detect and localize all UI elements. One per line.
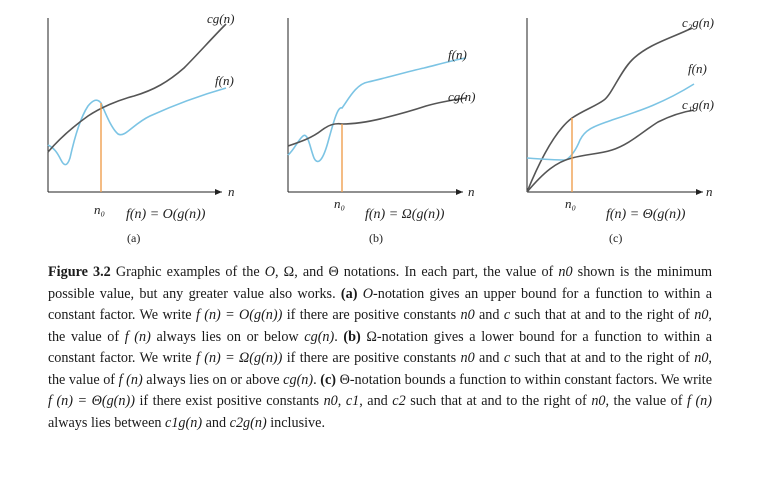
panel-c-f-label: f(n) bbox=[688, 61, 707, 76]
caption-text: -notation gives an upper bound for a fun… bbox=[48, 285, 712, 324]
caption-text: Graphic examples of the bbox=[110, 264, 265, 280]
caption-text: shown is the minimum possible value, but… bbox=[48, 264, 713, 302]
panel-c-f-curve bbox=[526, 83, 695, 161]
panel-b-f-label: f(n) bbox=[448, 47, 467, 62]
panel-a-f-label: f(n) bbox=[215, 73, 234, 88]
panel-c-c1g-label: c₁g(n) bbox=[682, 97, 714, 112]
caption-fn: f (n) bbox=[124, 328, 151, 345]
caption-c: c bbox=[503, 307, 511, 323]
asymptotic-notation-figure: cg(n) f(n) n n₀ f(n) = O(g(n)) (a) f(n) … bbox=[47, 11, 714, 245]
caption-text: if there are positive constants bbox=[282, 350, 461, 366]
caption-text: , the value of bbox=[48, 350, 712, 388]
caption-text: and bbox=[474, 350, 504, 366]
panel-a-n-label: n bbox=[228, 184, 235, 199]
caption-n0: n0 bbox=[694, 307, 709, 323]
panel-c-equation: f(n) = Θ(g(n)) bbox=[606, 207, 686, 222]
panel-b-n0-label: n₀ bbox=[334, 196, 345, 211]
panel-a-tag: (a) bbox=[127, 231, 140, 245]
caption-text: , and bbox=[359, 393, 393, 409]
panel-b: f(n) cg(n) n n₀ f(n) = Ω(g(n)) (b) bbox=[287, 18, 475, 245]
caption-text: . bbox=[334, 328, 344, 345]
panel-c-c2g-label: c₂g(n) bbox=[682, 15, 714, 30]
caption-n0: n0 bbox=[460, 307, 475, 323]
panel-b-tag: (b) bbox=[369, 231, 383, 245]
caption-c: c bbox=[503, 350, 511, 366]
caption-text: such that at and to the right of bbox=[405, 393, 592, 409]
caption-text: always lies on or above bbox=[142, 371, 284, 388]
caption-text: such that at and to the right of bbox=[510, 350, 695, 366]
caption-n0: n0 bbox=[558, 264, 573, 280]
caption-text: , the value of bbox=[605, 393, 687, 409]
caption-text: Ω-notation gives a lower bound for a fun… bbox=[48, 328, 713, 367]
caption-part-b-tag: (b) bbox=[343, 328, 361, 345]
caption-n0: n0 bbox=[323, 393, 338, 409]
caption-n0: n0 bbox=[460, 350, 475, 366]
panel-a-cg-label: cg(n) bbox=[207, 11, 234, 26]
figure-caption: Figure 3.2 Graphic examples of the O, Ω,… bbox=[48, 262, 712, 434]
caption-text: Θ-notation bounds a function to within c… bbox=[336, 371, 713, 388]
caption-c1: c1 bbox=[345, 393, 360, 409]
figure-number: Figure 3.2 bbox=[48, 264, 111, 280]
caption-text: always lies on or below bbox=[150, 328, 305, 345]
caption-n0: n0 bbox=[591, 393, 606, 409]
caption-omega: Ω bbox=[283, 264, 295, 280]
caption-c2g: c2g(n) bbox=[229, 414, 267, 431]
caption-fn: f (n) bbox=[118, 371, 143, 388]
panel-c-x-arrowhead bbox=[696, 189, 703, 195]
panel-b-f-curve bbox=[287, 57, 467, 163]
panel-a-equation: f(n) = O(g(n)) bbox=[126, 207, 206, 222]
caption-text: , bbox=[337, 393, 346, 409]
caption-fn: f (n) bbox=[686, 393, 712, 409]
panel-c-c1g-curve bbox=[526, 109, 695, 193]
caption-paragraph: Figure 3.2 Graphic examples of the O, Ω,… bbox=[48, 262, 712, 434]
caption-part-c-tag: (c) bbox=[320, 371, 336, 388]
panel-b-equation: f(n) = Ω(g(n)) bbox=[365, 207, 445, 222]
panel-c-c2g-curve bbox=[526, 27, 693, 193]
caption-text: such that at and to the right of bbox=[510, 307, 695, 323]
caption-text: , and bbox=[294, 264, 329, 280]
caption-c2: c2 bbox=[392, 393, 406, 409]
caption-text: , the value of bbox=[48, 307, 712, 345]
panel-a-x-arrowhead bbox=[215, 189, 222, 195]
caption-theta: Θ bbox=[328, 264, 339, 280]
caption-text: if there exist positive constants bbox=[134, 393, 324, 409]
panel-c-tag: (c) bbox=[609, 231, 622, 245]
caption-part-a-tag: (a) bbox=[340, 285, 358, 302]
caption-o: O bbox=[264, 264, 275, 280]
panel-c-n0-label: n₀ bbox=[565, 196, 576, 211]
panel-b-cg-curve bbox=[287, 97, 467, 147]
caption-text: notations. In each part, the value of bbox=[338, 264, 559, 280]
panel-a: cg(n) f(n) n n₀ f(n) = O(g(n)) (a) bbox=[47, 11, 235, 245]
panel-b-n-label: n bbox=[468, 184, 475, 199]
caption-text: and bbox=[474, 307, 504, 323]
caption-text: and bbox=[202, 414, 230, 431]
caption-cg: cg(n) bbox=[283, 371, 314, 388]
caption-text: , bbox=[274, 264, 284, 280]
caption-text: always lies between bbox=[48, 414, 166, 431]
caption-text: inclusive. bbox=[266, 414, 325, 431]
caption-text: . bbox=[313, 371, 321, 388]
panel-c-n-label: n bbox=[706, 184, 713, 199]
caption-o: O bbox=[362, 285, 374, 302]
panel-c: c₂g(n) f(n) c₁g(n) n n₀ f(n) = Θ(g(n)) (… bbox=[526, 15, 714, 245]
panel-a-n0-label: n₀ bbox=[94, 202, 105, 217]
panel-b-cg-label: cg(n) bbox=[448, 89, 475, 104]
caption-c1g: c1g(n) bbox=[165, 414, 203, 431]
caption-cg: cg(n) bbox=[304, 328, 335, 345]
panel-b-x-arrowhead bbox=[456, 189, 463, 195]
caption-equation: f (n) = Θ(g(n)) bbox=[48, 393, 135, 409]
caption-n0: n0 bbox=[694, 350, 709, 366]
panel-a-f-curve bbox=[47, 87, 227, 166]
caption-equation: f (n) = Ω(g(n)) bbox=[195, 350, 283, 366]
caption-text: if there are positive constants bbox=[282, 307, 461, 323]
caption-equation: f (n) = O(g(n)) bbox=[195, 307, 283, 323]
panel-a-cg-curve bbox=[47, 23, 227, 153]
